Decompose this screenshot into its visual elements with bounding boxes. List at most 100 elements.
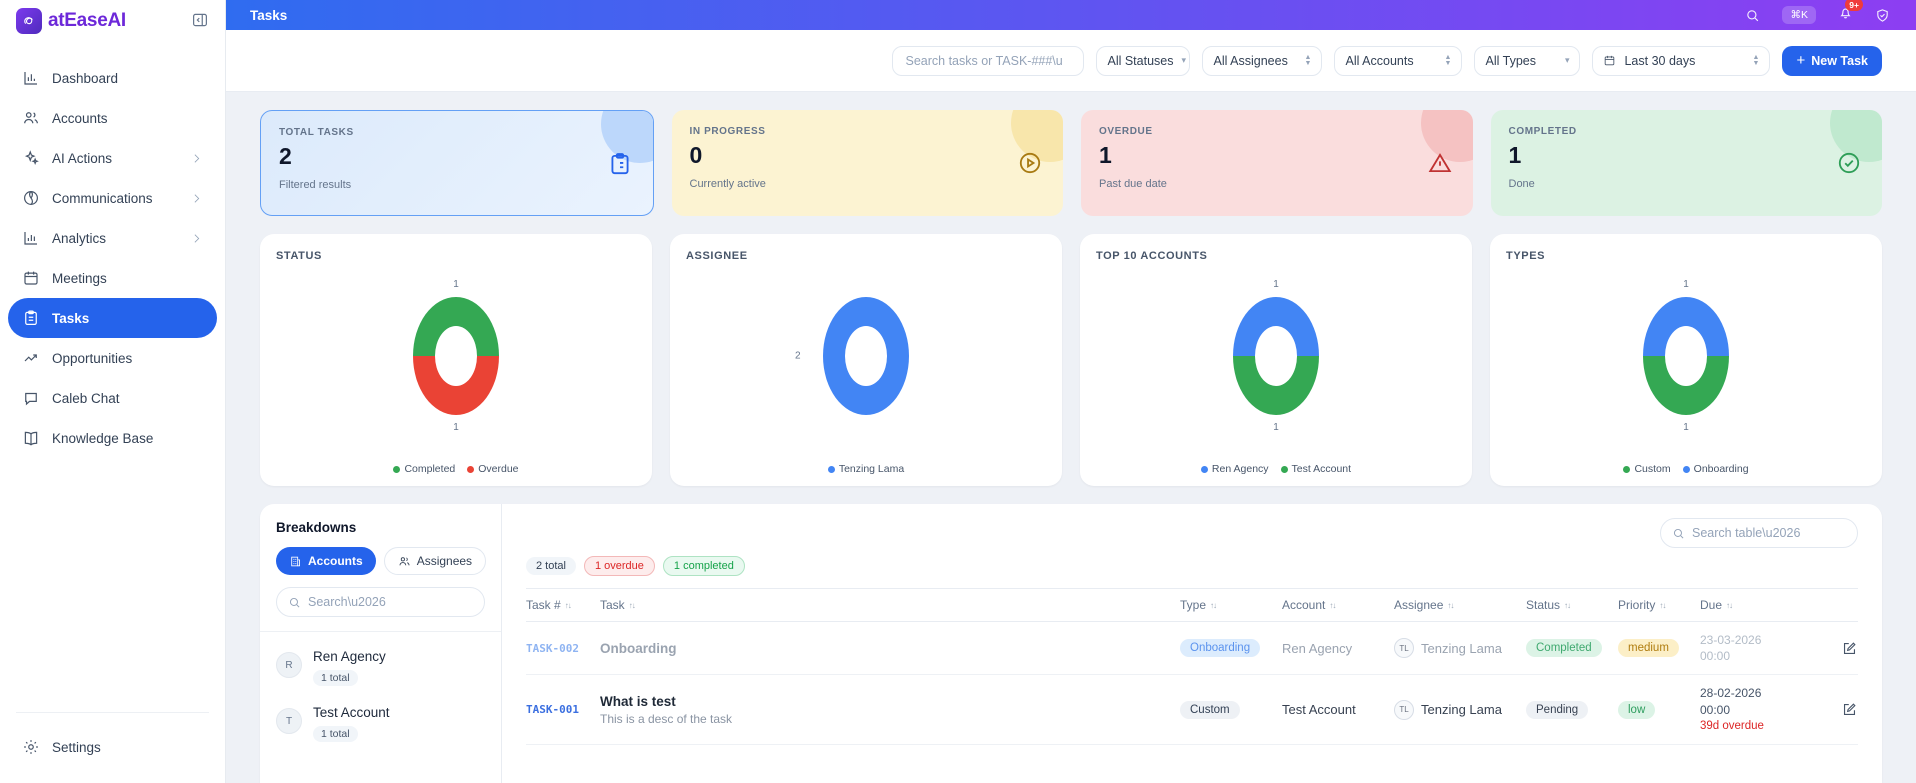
notifications-bell[interactable]: 9+ [1838,0,1863,25]
sidebar-item-accounts[interactable]: Accounts [8,98,217,138]
completed-badge: 1 completed [662,556,745,576]
command-k-shortcut[interactable]: ⌘K [1782,6,1816,24]
updown-icon: ▲ ▼ [1752,53,1760,67]
sort-icon: ↑↓ [628,600,636,610]
overdue-badge: 1 overdue [583,556,655,576]
column-header-assignee[interactable]: Assignee ↑↓ [1394,598,1454,612]
main-area: Tasks ⌘K 9+ All Statuses ▾ All Assignees… [226,0,1916,783]
stat-value: 1 [1099,142,1112,168]
chevron-down-icon: ▾ [1181,55,1187,65]
table-row[interactable]: TASK-002 Onboarding Onboarding Ren Agenc… [526,622,1858,676]
chart-value-label: 1 [1273,279,1279,290]
column-header-task-id[interactable]: Task # ↑↓ [526,598,572,612]
legend-dot [1280,465,1288,473]
status-pill: Pending [1526,700,1589,719]
assignee-filter-select[interactable]: All Assignees ▲ ▼ [1202,45,1323,76]
task-description: This is a desc of the task [600,711,733,726]
account-cell: Ren Agency [1282,640,1353,656]
column-header-status[interactable]: Status ↑↓ [1526,598,1571,612]
chat-bubble-icon [25,392,37,406]
shield-check-icon[interactable] [1875,8,1890,23]
donut-chart[interactable]: 2 [795,297,909,415]
sidebar-divider [16,712,209,713]
stat-card-overdue[interactable]: OVERDUE 1 Past due date [1081,110,1473,216]
sidebar-item-dashboard[interactable]: Dashboard [8,58,217,98]
edit-task-icon[interactable] [1841,701,1858,718]
stat-card-completed[interactable]: COMPLETED 1 Done [1490,110,1882,216]
stat-card-in-progress[interactable]: IN PROGRESS 0 Currently active [671,110,1063,216]
breakdown-item-test-account[interactable]: T Test Account 1 total [276,704,485,742]
table-header-row: Task # ↑↓ Task ↑↓ Type ↑↓ Account ↑↓ Assigne… [526,588,1858,622]
chart-value-label: 1 [1273,422,1279,433]
chart-value-label: 1 [453,279,459,290]
sidebar-item-tasks[interactable]: Tasks [8,298,217,338]
stats-row: TOTAL TASKS 2 Filtered results IN PROGRE… [260,110,1882,216]
column-header-type[interactable]: Type ↑↓ [1180,598,1217,612]
column-header-due[interactable]: Due ↑↓ [1700,598,1733,612]
status-filter-value: All Statuses [1107,53,1174,68]
account-filter-select[interactable]: All Accounts ▲ ▼ [1334,45,1463,76]
sidebar-item-label: Tasks [52,310,90,326]
table-search-input[interactable] [1692,526,1846,540]
breakdowns-search-input[interactable] [308,595,473,609]
new-task-button[interactable]: + New Task [1782,45,1882,76]
stat-label: IN PROGRESS [689,126,766,137]
chart-value-label: 1 [1683,279,1689,290]
edit-task-icon[interactable] [1841,640,1858,657]
dashboard-icon [24,72,37,85]
stat-value: 2 [279,143,292,169]
sidebar-item-label: Communications [52,190,153,206]
status-filter-select[interactable]: All Statuses ▾ [1096,45,1191,76]
top-header-bar: Tasks ⌘K 9+ [226,0,1916,30]
date-range-value: Last 30 days [1624,53,1696,68]
date-range-select[interactable]: Last 30 days ▲ ▼ [1592,45,1771,76]
sidebar-item-settings[interactable]: Settings [8,727,217,767]
tab-label: Assignees [416,554,473,568]
search-icon[interactable] [1745,8,1760,23]
chart-legend: Custom Onboarding [1490,463,1882,475]
sidebar-collapse-icon[interactable] [191,11,211,31]
sidebar-item-meetings[interactable]: Meetings [8,258,217,298]
legend-dot [467,465,475,473]
sidebar-item-caleb-chat[interactable]: Caleb Chat [8,378,217,418]
task-id-link[interactable]: TASK-002 [526,641,579,655]
users-icon [399,556,410,565]
tab-accounts[interactable]: Accounts [276,547,376,575]
stat-card-total-tasks[interactable]: TOTAL TASKS 2 Filtered results [260,110,654,216]
breakdowns-search-row [260,587,501,632]
assignee-avatar: TL [1394,699,1414,720]
chevron-right-icon [194,233,200,243]
tab-assignees[interactable]: Assignees [383,547,487,575]
sort-icon: ↑↓ [564,600,572,610]
trending-up-icon [24,354,37,362]
column-header-priority[interactable]: Priority ↑↓ [1618,598,1666,612]
chart-title: TYPES [1506,250,1546,262]
sidebar-item-communications[interactable]: Communications [8,178,217,218]
breakdowns-panel: Breakdowns Accounts Assignees [260,504,502,783]
sidebar-item-label: Analytics [52,230,107,246]
type-filter-select[interactable]: All Types ▾ [1474,45,1581,76]
sort-icon: ↑↓ [1726,600,1733,610]
brand-name: atEaseAI [48,10,126,31]
donut-hole [435,326,477,386]
chart-value-label: 2 [795,350,801,362]
task-search-input[interactable] [892,45,1085,76]
sidebar-item-analytics[interactable]: Analytics [8,218,217,258]
table-row[interactable]: TASK-001 What is test This is a desc of … [526,675,1858,746]
column-header-account[interactable]: Account ↑↓ [1282,598,1336,612]
task-id-link[interactable]: TASK-001 [526,703,579,717]
chevron-right-icon [194,153,200,163]
updown-icon: ▲ ▼ [1304,53,1312,67]
sidebar-item-knowledge-base[interactable]: Knowledge Base [8,418,217,458]
sidebar-item-label: Caleb Chat [52,390,120,406]
breakdown-item-ren-agency[interactable]: R Ren Agency 1 total [276,648,485,686]
assignee-cell: TL Tenzing Lama [1394,638,1526,659]
column-header-task[interactable]: Task ↑↓ [600,598,636,612]
sidebar-item-opportunities[interactable]: Opportunities [8,338,217,378]
sidebar: atEaseAI Dashboard Accounts AI Actions C… [0,0,226,783]
sidebar-item-ai-actions[interactable]: AI Actions [8,138,217,178]
